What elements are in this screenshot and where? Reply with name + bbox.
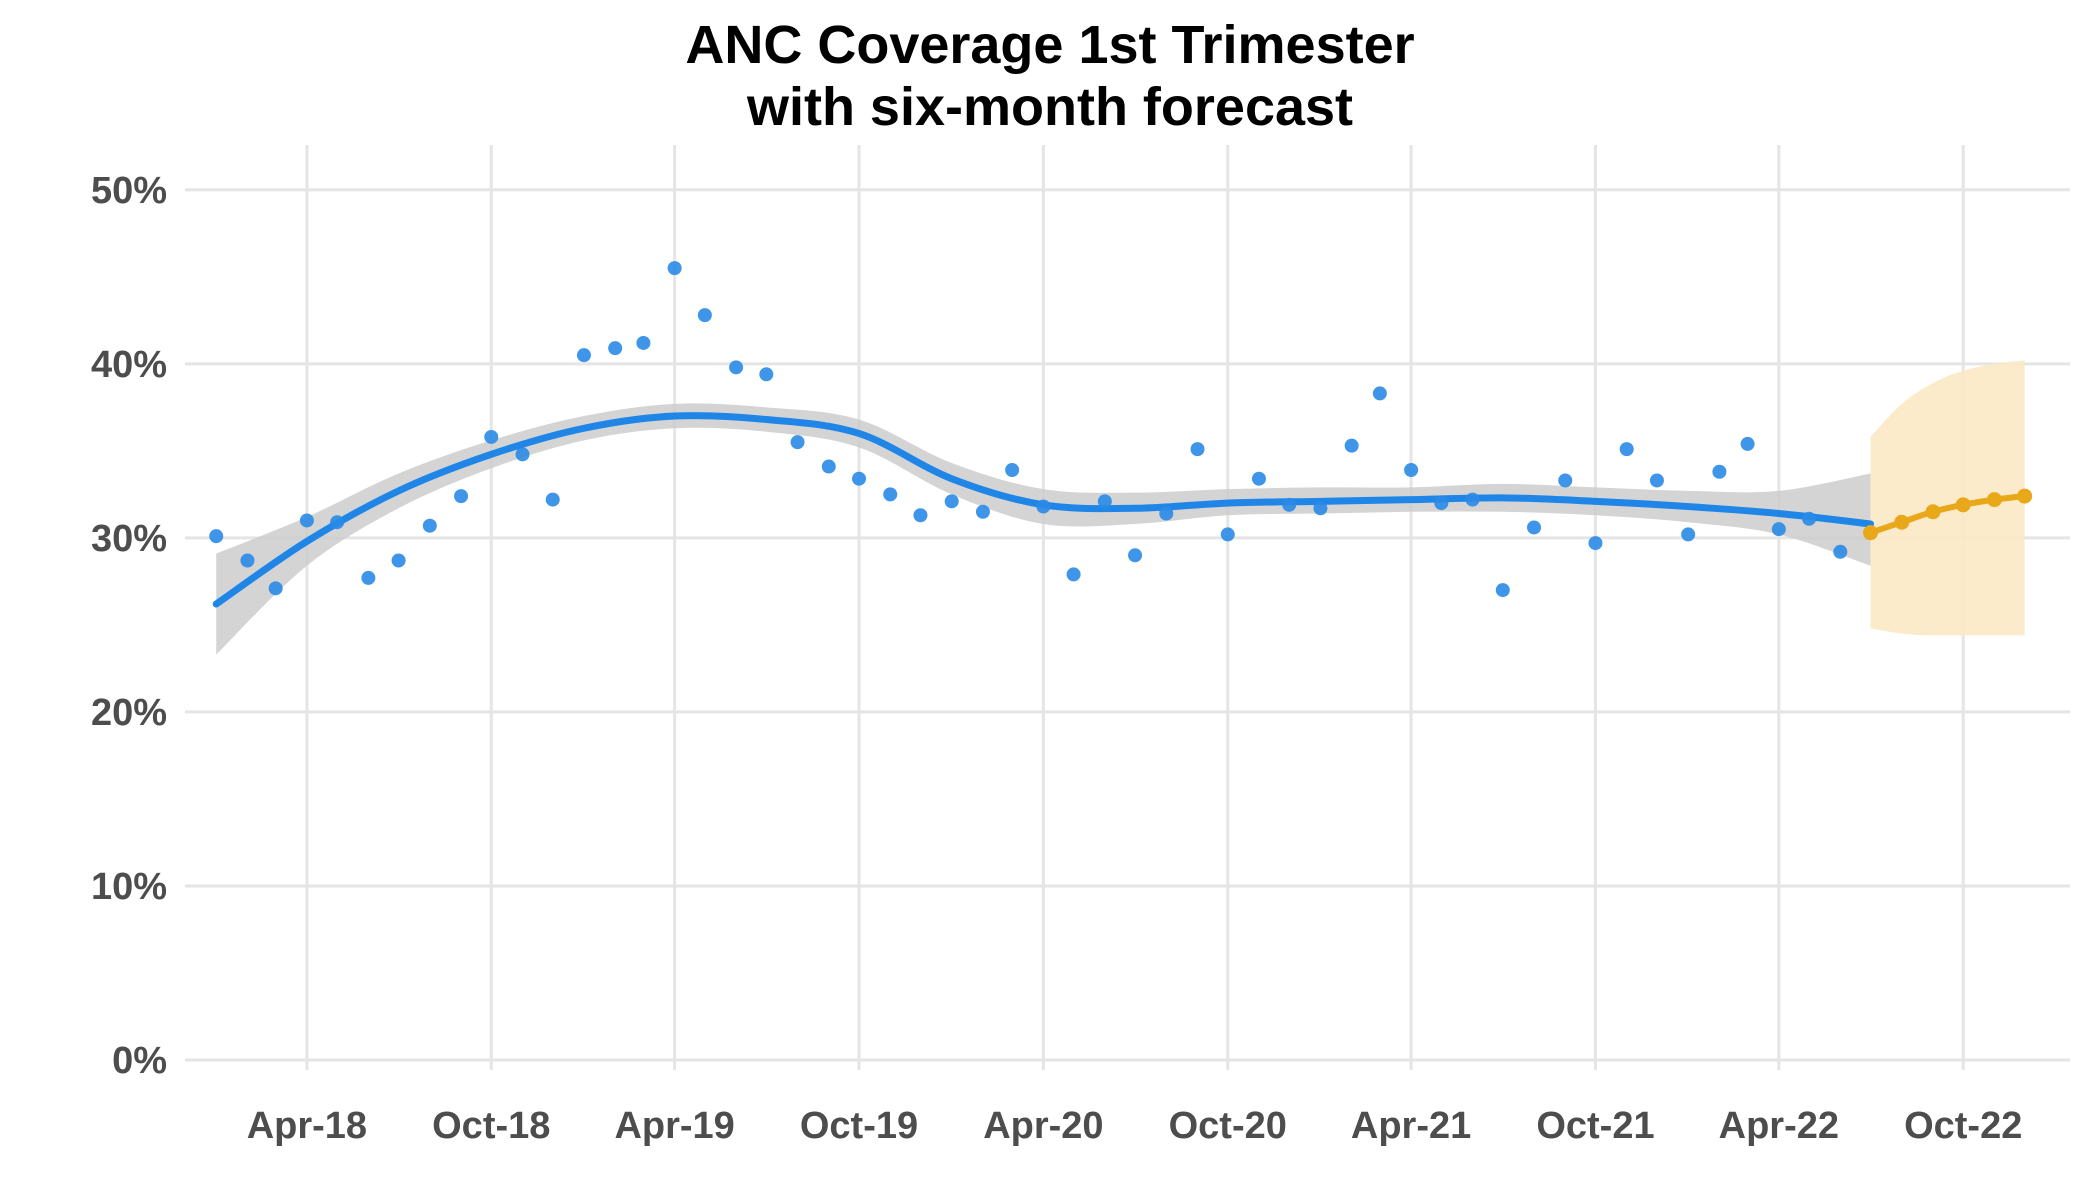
observed-point xyxy=(1434,496,1449,511)
observed-point xyxy=(1128,548,1143,563)
forecast-point xyxy=(1925,504,1941,520)
observed-point xyxy=(268,581,283,596)
observed-point xyxy=(1036,499,1051,514)
observed-point xyxy=(913,508,928,523)
observed-point xyxy=(1313,501,1328,516)
observed-point xyxy=(422,518,437,533)
observed-point xyxy=(1619,442,1634,457)
observed-point xyxy=(1372,386,1387,401)
forecast-point xyxy=(1955,497,1971,513)
observed-point xyxy=(1344,438,1359,453)
observed-point xyxy=(1527,520,1542,535)
observed-point xyxy=(729,360,744,375)
x-tick-label: Apr-20 xyxy=(983,1105,1103,1147)
observed-point xyxy=(1220,527,1235,542)
observed-point xyxy=(1495,583,1510,598)
observed-point xyxy=(1404,463,1419,478)
observed-point xyxy=(667,261,682,276)
forecast-point xyxy=(1986,492,2002,508)
observed-point xyxy=(1771,522,1786,537)
x-tick-label: Apr-18 xyxy=(247,1105,367,1147)
data-points xyxy=(209,261,2033,598)
observed-point xyxy=(1465,492,1480,507)
x-tick-label: Oct-19 xyxy=(800,1105,918,1147)
observed-point xyxy=(330,515,345,530)
observed-point xyxy=(1005,463,1020,478)
observed-point xyxy=(1588,536,1603,551)
observed-point xyxy=(545,492,560,507)
axis-labels: 0% 10% 20% 30% 40% 50% Apr-18 Oct-18 Apr-19 Oct-1… xyxy=(91,170,2022,1147)
observed-point xyxy=(852,471,867,486)
observed-point xyxy=(515,447,530,462)
observed-point xyxy=(975,504,990,519)
observed-point xyxy=(1159,506,1174,521)
observed-point xyxy=(1802,511,1817,526)
forecast-point xyxy=(1894,514,1910,530)
observed-point xyxy=(1066,567,1081,582)
observed-point xyxy=(576,348,591,363)
confidence-bands xyxy=(216,360,2025,655)
observed-point xyxy=(391,553,406,568)
y-tick-label: 40% xyxy=(91,344,167,386)
observed-point xyxy=(790,435,805,450)
observed-point xyxy=(299,513,314,528)
chart-title: ANC Coverage 1st Trimester xyxy=(685,15,1415,75)
observed-point xyxy=(484,429,499,444)
observed-point xyxy=(454,489,469,504)
y-tick-label: 20% xyxy=(91,692,167,734)
observed-point xyxy=(1097,494,1112,509)
x-tick-label: Apr-22 xyxy=(1719,1105,1839,1147)
observed-point xyxy=(759,367,774,382)
y-tick-label: 10% xyxy=(91,866,167,908)
observed-point xyxy=(209,529,224,544)
observed-point xyxy=(1251,471,1266,486)
y-tick-label: 50% xyxy=(91,170,167,212)
x-tick-label: Apr-19 xyxy=(614,1105,734,1147)
y-tick-label: 30% xyxy=(91,518,167,560)
observed-point xyxy=(883,487,898,502)
y-tick-label: 0% xyxy=(112,1040,167,1082)
x-tick-label: Oct-20 xyxy=(1169,1105,1287,1147)
observed-point xyxy=(1190,442,1205,457)
x-tick-label: Oct-18 xyxy=(432,1105,550,1147)
observed-point xyxy=(1282,497,1297,512)
observed-point xyxy=(1833,544,1848,559)
forecast-point xyxy=(1863,525,1879,541)
observed-point xyxy=(944,494,959,509)
forecast-interval-band xyxy=(1870,360,2025,636)
observed-point xyxy=(608,341,623,356)
observed-point xyxy=(697,308,712,323)
x-tick-label: Apr-21 xyxy=(1351,1105,1471,1147)
observed-point xyxy=(240,553,255,568)
x-tick-label: Oct-21 xyxy=(1536,1105,1654,1147)
observed-point xyxy=(821,459,836,474)
chart-subtitle: with six-month forecast xyxy=(746,77,1354,137)
grid-lines xyxy=(185,145,2070,1070)
forecast-point xyxy=(2017,488,2033,504)
observed-point xyxy=(1649,473,1664,488)
observed-point xyxy=(1712,464,1727,479)
x-tick-label: Oct-22 xyxy=(1904,1105,2022,1147)
observed-point xyxy=(1681,527,1696,542)
observed-point xyxy=(1740,436,1755,451)
observed-point xyxy=(1558,473,1573,488)
observed-point xyxy=(636,335,651,350)
observed-point xyxy=(361,570,376,585)
